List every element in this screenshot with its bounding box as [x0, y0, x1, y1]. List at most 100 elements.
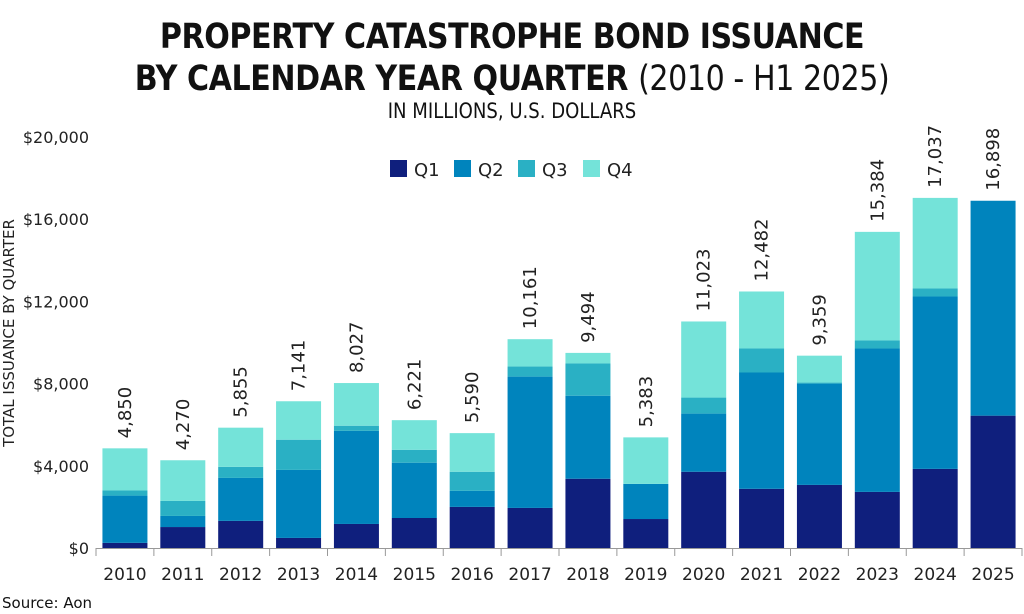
- bar-stack-2014: [333, 383, 379, 548]
- bar-segment-q4: [391, 420, 437, 450]
- total-label: 16,898: [983, 128, 1004, 191]
- legend-label: Q2: [478, 160, 504, 181]
- bar-segment-q1: [160, 527, 206, 548]
- bar-segment-q3: [391, 449, 437, 463]
- bar-segment-q1: [739, 488, 785, 548]
- legend-item-q2: Q2: [454, 160, 504, 181]
- chart-title-line-2: BY CALENDAR YEAR QUARTER (2010 - H1 2025…: [72, 58, 953, 100]
- bar-segment-q4: [854, 231, 900, 341]
- x-tick-label: 2017: [508, 565, 551, 585]
- bar-segment-q2: [276, 469, 322, 538]
- x-axis: 2010 2011 2012 2013 2014 2015 2016 2017 2018 2019…: [95, 548, 1023, 585]
- bar-stack-2019: [623, 437, 669, 548]
- x-tick-label: 2010: [103, 565, 146, 585]
- legend-item-q1: Q1: [390, 160, 440, 181]
- legend-item-q3: Q3: [518, 160, 568, 181]
- x-tick-label: 2015: [393, 565, 436, 585]
- total-label: 4,270: [173, 399, 194, 451]
- y-axis: $0 $4,000 $8,000 $12,000 $16,000 $20,000: [23, 128, 89, 558]
- bar-segment-q1: [276, 537, 322, 548]
- total-label: 9,494: [578, 291, 599, 343]
- bar-stack-2021: [739, 291, 785, 548]
- bar-segment-q2: [565, 395, 611, 479]
- total-label: 8,027: [346, 322, 367, 374]
- x-tick-label: 2024: [914, 565, 957, 585]
- total-label: 5,855: [231, 366, 252, 418]
- bar-segment-q4: [912, 197, 958, 289]
- y-tick-label: $20,000: [23, 128, 89, 147]
- bar-segment-q2: [912, 296, 958, 469]
- bar-segment-q1: [102, 542, 148, 548]
- bar-segment-q3: [218, 466, 264, 478]
- bar-segment-q3: [854, 340, 900, 349]
- bar-segment-q3: [681, 397, 727, 414]
- bar-segment-q1: [507, 507, 553, 548]
- bar-segment-q3: [796, 382, 842, 384]
- bar-segment-q2: [739, 372, 785, 489]
- total-label: 9,359: [809, 294, 830, 346]
- total-label: 17,037: [925, 125, 946, 188]
- total-label: 5,590: [462, 372, 483, 424]
- x-tick-label: 2020: [682, 565, 725, 585]
- x-tick-label: 2016: [451, 565, 494, 585]
- bar-segment-q4: [507, 339, 553, 367]
- bars: [102, 197, 1016, 548]
- bar-segment-q1: [449, 506, 495, 548]
- bar-segment-q1: [391, 517, 437, 548]
- bar-segment-q2: [623, 483, 669, 520]
- bar-segment-q4: [102, 448, 148, 491]
- bar-segment-q1: [565, 478, 611, 548]
- bar-segment-q1: [333, 523, 379, 548]
- bar-segment-q2: [854, 348, 900, 492]
- x-tick-label: 2023: [856, 565, 899, 585]
- legend-swatch: [518, 160, 535, 177]
- x-tick-label: 2014: [335, 565, 378, 585]
- total-label: 11,023: [694, 248, 715, 311]
- bar-segment-q3: [276, 439, 322, 470]
- bar-stack-2018: [565, 352, 611, 548]
- bar-segment-q4: [276, 401, 322, 440]
- bar-stack-2024: [912, 197, 958, 548]
- y-tick-label: $0: [69, 539, 89, 558]
- bar-segment-q2: [970, 200, 1016, 416]
- bar-segment-q3: [739, 348, 785, 373]
- bar-stack-2011: [160, 460, 206, 548]
- y-tick-label: $4,000: [33, 457, 89, 476]
- y-axis-label: TOTAL ISSUANCE BY QUARTER: [0, 219, 18, 448]
- bar-segment-q4: [565, 352, 611, 364]
- bar-segment-q2: [796, 383, 842, 485]
- bar-segment-q3: [507, 366, 553, 377]
- bar-stack-2020: [681, 321, 727, 548]
- y-tick-label: $16,000: [23, 210, 89, 229]
- bar-segment-q3: [102, 490, 148, 496]
- bar-segment-q3: [160, 500, 206, 516]
- x-tick-label: 2012: [219, 565, 262, 585]
- bar-segment-q2: [391, 462, 437, 518]
- x-tick-label: 2018: [566, 565, 609, 585]
- bar-stack-2010: [102, 448, 148, 548]
- legend-swatch: [390, 160, 407, 177]
- x-tick-label: 2011: [161, 565, 204, 585]
- chart-subtitle: IN MILLIONS, U.S. DOLLARS: [387, 99, 637, 123]
- legend-swatch: [583, 160, 600, 177]
- bar-stack-2023: [854, 231, 900, 548]
- bar-segment-q3: [912, 288, 958, 297]
- legend-label: Q1: [414, 160, 440, 181]
- total-label: 4,850: [115, 387, 136, 439]
- chart-title-line-1: PROPERTY CATASTROPHE BOND ISSUANCE: [159, 17, 865, 57]
- bar-segment-q1: [796, 484, 842, 548]
- legend-label: Q4: [607, 160, 633, 181]
- x-tick-label: 2021: [740, 565, 783, 585]
- x-tick-label: 2022: [798, 565, 841, 585]
- total-label: 6,221: [404, 359, 425, 411]
- bar-segment-q1: [623, 519, 669, 548]
- title-date-range: (2010 - H1 2025): [638, 59, 890, 99]
- source-note: Source: Aon: [2, 594, 93, 612]
- bar-segment-q1: [970, 415, 1016, 548]
- bar-segment-q4: [623, 437, 669, 484]
- total-label: 7,141: [289, 340, 310, 392]
- x-tick-label: 2025: [971, 565, 1014, 585]
- bar-segment-q4: [160, 460, 206, 501]
- y-tick-label: $8,000: [33, 375, 89, 394]
